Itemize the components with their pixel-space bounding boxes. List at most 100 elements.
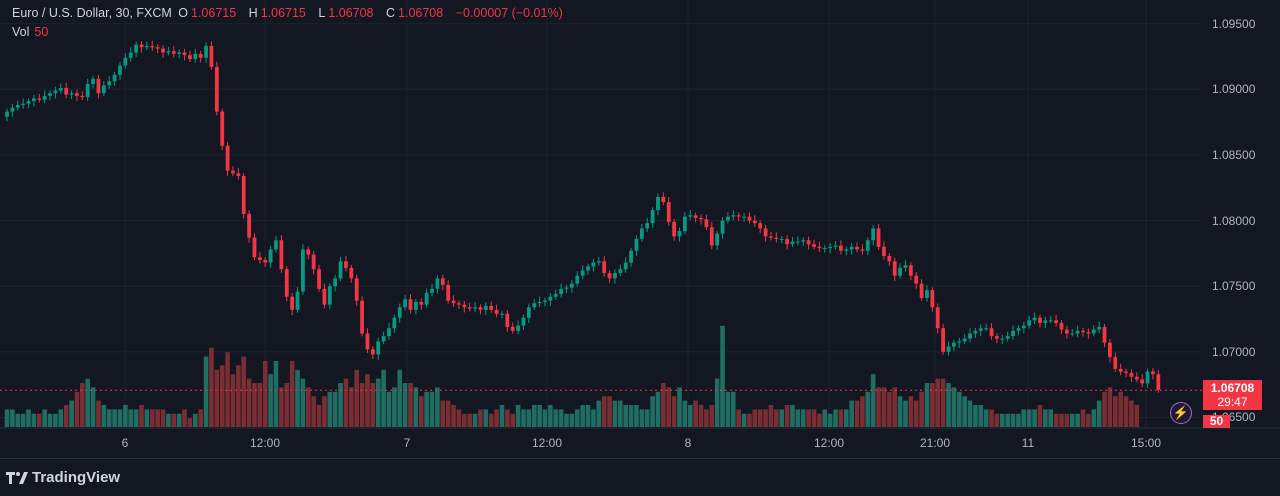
brand[interactable]: TradingView [6, 469, 120, 486]
candle-body [220, 111, 225, 146]
candle-body [446, 284, 451, 301]
candle-body [591, 262, 596, 267]
candle-body [360, 300, 364, 334]
volume-bar [402, 383, 408, 427]
candle-body [586, 266, 590, 271]
volume-bar [736, 409, 741, 427]
price-tick-label: 1.07000 [1212, 344, 1256, 359]
volume-bar [182, 409, 187, 427]
price-chart[interactable] [0, 0, 1280, 458]
close-value: 1.06708 [398, 6, 444, 20]
candle-body [720, 220, 725, 234]
volume-bar [639, 409, 645, 427]
candle-body [478, 307, 483, 310]
volume-bar [967, 400, 973, 427]
volume-bar [811, 409, 817, 427]
candle-body [1054, 320, 1058, 323]
candle-body [1091, 329, 1096, 334]
volume-bar [752, 409, 758, 427]
candle-body [80, 95, 85, 98]
volume-label[interactable]: Vol [12, 25, 30, 39]
candle-body [607, 273, 612, 279]
candle-body [301, 249, 305, 292]
candle-body [408, 299, 413, 310]
volume-bar [1069, 413, 1075, 427]
volume-bar [1123, 396, 1129, 427]
candle-body [327, 286, 332, 305]
candle-body [1059, 322, 1064, 330]
volume-bar [1086, 413, 1091, 427]
candle-body [769, 236, 773, 238]
candle-body [564, 287, 569, 289]
volume-bar [574, 409, 580, 427]
candle-body [613, 273, 617, 279]
candle-body [112, 74, 117, 82]
candle-body [397, 307, 402, 318]
volume-bar [784, 405, 790, 427]
candle-body [290, 296, 295, 310]
candle-body [618, 269, 623, 274]
candle-body [1108, 342, 1112, 358]
candle-body [736, 215, 741, 217]
volume-bar [531, 405, 537, 427]
price-tick-label: 1.08000 [1212, 213, 1256, 228]
volume-bar [80, 383, 85, 427]
volume-bar [440, 400, 446, 427]
volume-bar [305, 387, 311, 427]
symbol-title[interactable]: Euro / U.S. Dollar, 30, FXCM [12, 6, 172, 20]
volume-bar [144, 409, 150, 427]
candle-body [204, 45, 208, 58]
candle-body [521, 317, 526, 326]
candle-body [462, 304, 467, 308]
candle-body [1011, 330, 1015, 337]
candle-body [381, 336, 386, 342]
price-tick-label: 1.07500 [1212, 279, 1256, 294]
volume-bar [698, 405, 704, 427]
volume-bar [634, 405, 639, 427]
candle-body [37, 98, 42, 100]
volume-bar [252, 383, 257, 427]
volume-bar [817, 413, 822, 427]
candle-body [257, 257, 262, 260]
volume-bar [1021, 409, 1027, 427]
volume-bar [209, 347, 214, 427]
lightning-icon[interactable]: ⚡ [1170, 402, 1192, 424]
volume-bar [940, 378, 946, 427]
volume-bar [973, 405, 978, 427]
candle-body [295, 291, 300, 310]
volume-bar [386, 391, 392, 427]
candle-body [376, 341, 381, 355]
volume-bar [96, 400, 101, 427]
candle-body [32, 98, 36, 102]
candle-body [419, 301, 424, 305]
open-value: 1.06715 [191, 6, 237, 20]
candle-body [209, 45, 214, 67]
last-price-value: 1.06708 [1210, 381, 1255, 395]
candle-body [440, 278, 445, 285]
candle-body [1038, 317, 1042, 323]
volume-bar [322, 396, 327, 427]
volume-bar [241, 356, 247, 427]
candle-body [968, 333, 972, 339]
volume-bar [838, 409, 844, 427]
volume-bar [521, 409, 526, 427]
candle-body [575, 275, 580, 284]
volume-bar [381, 369, 386, 427]
candle-body [225, 145, 230, 171]
candle-body [177, 52, 182, 54]
candle-body [387, 328, 391, 337]
volume-bar [418, 396, 424, 427]
candle-body [532, 303, 537, 308]
candle-body [21, 103, 26, 106]
candle-body [344, 261, 348, 268]
candle-body [828, 246, 833, 249]
candle-body [263, 259, 268, 263]
candle-body [1129, 372, 1134, 377]
volume-bar [284, 383, 290, 427]
candle-body [774, 237, 779, 239]
candlestick-series [5, 40, 1161, 393]
candle-body [370, 349, 375, 355]
candle-body [58, 87, 63, 91]
candle-body [779, 238, 784, 240]
